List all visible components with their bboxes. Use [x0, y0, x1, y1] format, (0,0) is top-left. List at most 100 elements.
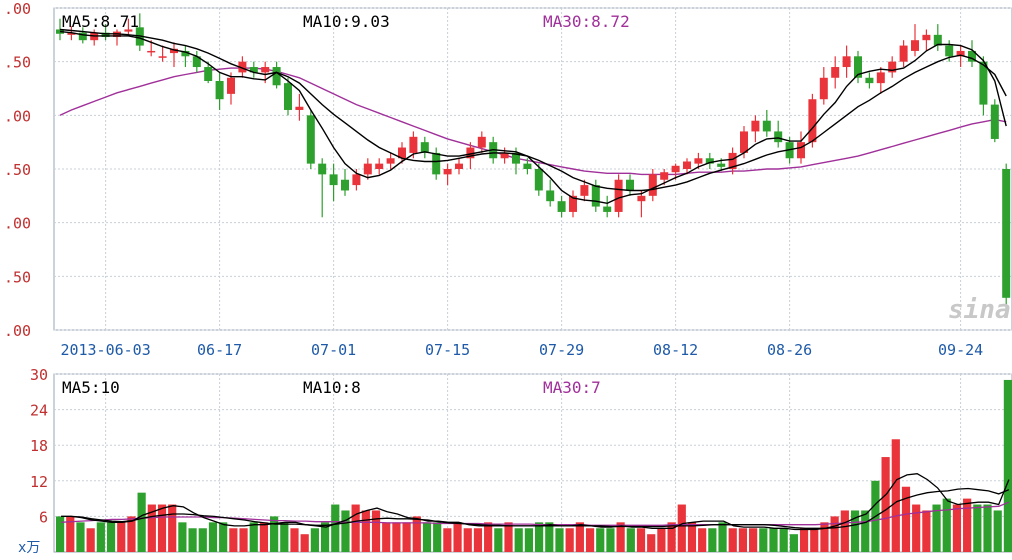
candle-body: [432, 152, 441, 175]
price-x-tick-labels: 2013-06-03 06-17 07-01 07-15 07-29 08-12 08-26…: [60, 341, 983, 359]
candlestick: [728, 147, 737, 175]
volume-bar: [585, 528, 595, 552]
volume-bar: [106, 522, 116, 552]
candle-body: [523, 163, 532, 169]
volume-bar: [606, 528, 615, 552]
volume-bar: [198, 528, 207, 552]
volume-bar: [402, 522, 411, 552]
candlestick: [614, 174, 623, 218]
candlestick: [523, 158, 532, 175]
candle-body: [443, 169, 452, 175]
price-y-tick-label: .00: [4, 107, 31, 125]
volume-bar: [993, 510, 1002, 552]
candle-body: [101, 32, 110, 37]
volume-bar: [769, 528, 778, 552]
candlestick: [124, 18, 133, 35]
volume-bar: [270, 516, 279, 552]
candle-body: [842, 56, 851, 68]
volume-bar: [504, 522, 513, 552]
ma5-price-label: MA5:8.71: [62, 12, 139, 31]
candle-body: [797, 142, 805, 159]
candlestick: [386, 152, 395, 169]
candle-body: [648, 174, 657, 196]
volume-bar: [830, 516, 839, 552]
price-x-tick-label: 09-24: [938, 341, 983, 359]
volume-bar: [514, 528, 523, 552]
volume-bar: [799, 528, 809, 552]
candle-body: [386, 158, 395, 164]
candlestick: [420, 136, 429, 159]
volume-bar: [382, 522, 391, 552]
candle-body: [466, 147, 475, 159]
volume-bar: [463, 528, 472, 552]
candle-body: [603, 206, 612, 212]
candle-body: [683, 161, 691, 169]
candle-body: [933, 34, 942, 46]
candle-body: [238, 61, 247, 73]
candle-body: [272, 67, 281, 86]
ma5-volume-line: [61, 473, 1010, 531]
candle-body: [215, 80, 224, 100]
candlestick: [1002, 163, 1011, 309]
candle-body: [717, 163, 726, 167]
candle-body: [181, 50, 190, 57]
volume-bar: [239, 528, 248, 552]
volume-bar: [922, 510, 931, 552]
volume-bar: [565, 528, 574, 552]
candlestick: [922, 29, 931, 51]
volume-bar: [320, 522, 330, 552]
candle-body: [762, 120, 771, 132]
volume-bar: [66, 516, 75, 552]
volume-bar: [657, 528, 666, 552]
price-x-tick-label: 08-26: [767, 341, 812, 359]
candlestick: [101, 24, 110, 41]
candlestick: [911, 24, 919, 57]
volume-legend: MA5:10 MA10:8 MA30:7: [62, 378, 601, 397]
candlestick: [831, 56, 840, 89]
volume-bar: [351, 504, 360, 552]
candlestick: [888, 56, 897, 78]
candle-body: [990, 104, 999, 139]
volume-bar: [300, 534, 309, 552]
candle-body: [500, 152, 509, 159]
volume-bar: [86, 528, 95, 552]
candlestick: [956, 45, 965, 68]
ma10-price-line: [59, 28, 1007, 192]
price-x-tick-label: 07-29: [539, 341, 584, 359]
volume-bar: [963, 498, 972, 552]
ma30-price-label: MA30:8.72: [543, 12, 630, 31]
volume-bar: [789, 534, 798, 552]
candlestick: [899, 40, 908, 68]
price-y-tick-label: .50: [4, 268, 31, 286]
price-y-tick-label: .50: [4, 161, 31, 179]
volume-bar: [667, 522, 676, 552]
price-y-tick-label: .00: [4, 215, 31, 233]
candle-body: [409, 136, 418, 153]
candles: [56, 13, 1011, 309]
candle-body: [569, 195, 577, 212]
volume-bar: [616, 522, 625, 552]
candle-body: [534, 169, 543, 191]
volume-bar: [208, 522, 218, 552]
candlestick: [341, 169, 349, 196]
volume-bar: [820, 522, 829, 552]
candle-body: [671, 165, 680, 173]
price-x-tick-label: 07-15: [425, 341, 470, 359]
volume-bar: [983, 504, 992, 552]
candle-body: [1002, 169, 1011, 298]
candlestick: [284, 77, 292, 116]
volume-bar: [718, 522, 727, 552]
candle-body: [740, 131, 748, 153]
candlestick: [637, 190, 646, 218]
price-y-tick-labels: .00 .50 .00 .50 .00 .50 .00: [4, 0, 31, 340]
candle-body: [363, 163, 372, 175]
volume-bar: [229, 528, 238, 552]
candlestick: [204, 61, 213, 84]
candle-body: [375, 163, 384, 169]
volume-bar: [249, 522, 258, 552]
candle-body: [261, 67, 270, 73]
volume-y-tick-label: 18: [30, 437, 48, 455]
candlestick: [990, 99, 999, 143]
candle-body: [546, 190, 555, 202]
candlestick: [705, 152, 714, 169]
